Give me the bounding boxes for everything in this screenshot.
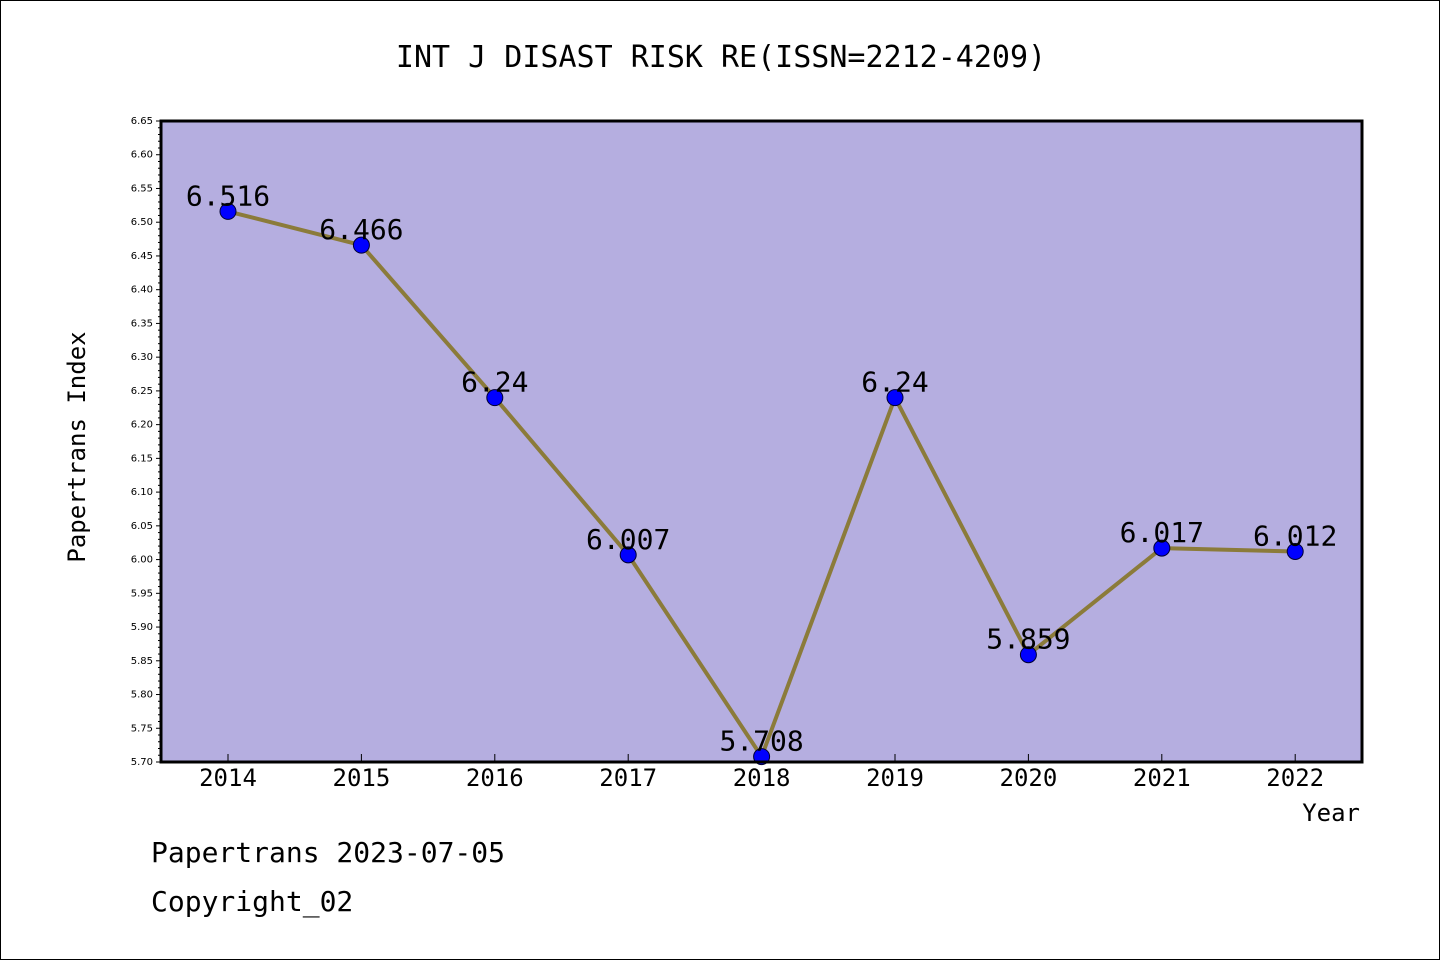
data-label: 6.007 (586, 523, 670, 556)
x-tick-label: 2017 (599, 764, 657, 792)
y-tick-label: 5.95 (131, 588, 153, 599)
y-tick-label: 6.35 (131, 318, 153, 329)
y-tick-label: 5.90 (131, 622, 153, 633)
y-tick-label: 5.75 (131, 723, 153, 734)
y-tick-label: 5.80 (131, 690, 153, 701)
data-label: 6.466 (319, 213, 403, 246)
data-point-marker (1019, 646, 1037, 664)
y-tick-label: 6.30 (131, 352, 153, 363)
data-point-marker (219, 202, 237, 220)
data-label: 5.708 (719, 725, 803, 758)
y-tick-label: 6.05 (131, 521, 153, 532)
y-tick-label: 6.40 (131, 285, 153, 296)
chart-title: INT J DISAST RISK RE(ISSN=2212-4209) (396, 40, 1046, 75)
plot-background (161, 121, 1362, 762)
data-label: 6.017 (1120, 516, 1204, 549)
data-point-marker (619, 546, 637, 564)
data-label: 6.24 (461, 366, 528, 399)
data-point-marker (886, 389, 904, 407)
source-date-text: Papertrans 2023-07-05 (151, 836, 506, 869)
y-tick-label: 6.15 (131, 453, 153, 464)
y-tick-label: 6.60 (131, 150, 153, 161)
x-tick-label: 2021 (1133, 764, 1191, 792)
y-tick-label: 5.85 (131, 656, 153, 667)
y-tick-label: 6.20 (131, 420, 153, 431)
y-tick-label: 5.70 (131, 757, 153, 768)
y-tick-label: 6.55 (131, 183, 153, 194)
plot-border (159, 119, 1364, 764)
y-axis-label: Papertrans Index (63, 331, 91, 562)
x-tick-label: 2022 (1266, 764, 1324, 792)
x-tick-label: 2020 (1000, 764, 1058, 792)
y-tick-label: 6.45 (131, 251, 153, 262)
data-point-marker (1153, 539, 1171, 557)
copyright-text: Copyright_02 (151, 885, 354, 918)
plot-area: 5.70 5.75 5.80 5.85 5.90 5.95 6.00 6.05 6.10 6.15… (131, 116, 1364, 792)
x-tick-label: 2018 (733, 764, 791, 792)
data-point-marker (1286, 542, 1304, 560)
y-tick-label: 6.10 (131, 487, 153, 498)
x-tick-label: 2015 (333, 764, 391, 792)
y-tick-label: 6.65 (131, 116, 153, 127)
data-label: 6.24 (861, 366, 928, 399)
data-label: 6.012 (1253, 519, 1337, 552)
x-tick-label: 2016 (466, 764, 524, 792)
x-tick-label: 2014 (199, 764, 257, 792)
x-axis-label: Year (1302, 799, 1360, 827)
data-label: 6.516 (186, 179, 270, 212)
x-tick-label: 2019 (866, 764, 924, 792)
y-tick-label: 6.50 (131, 217, 153, 228)
data-label: 5.859 (986, 623, 1070, 656)
data-point-marker (486, 389, 504, 407)
y-tick-label: 6.25 (131, 386, 153, 397)
y-tick-label: 6.00 (131, 555, 153, 566)
data-point-marker (352, 236, 370, 254)
